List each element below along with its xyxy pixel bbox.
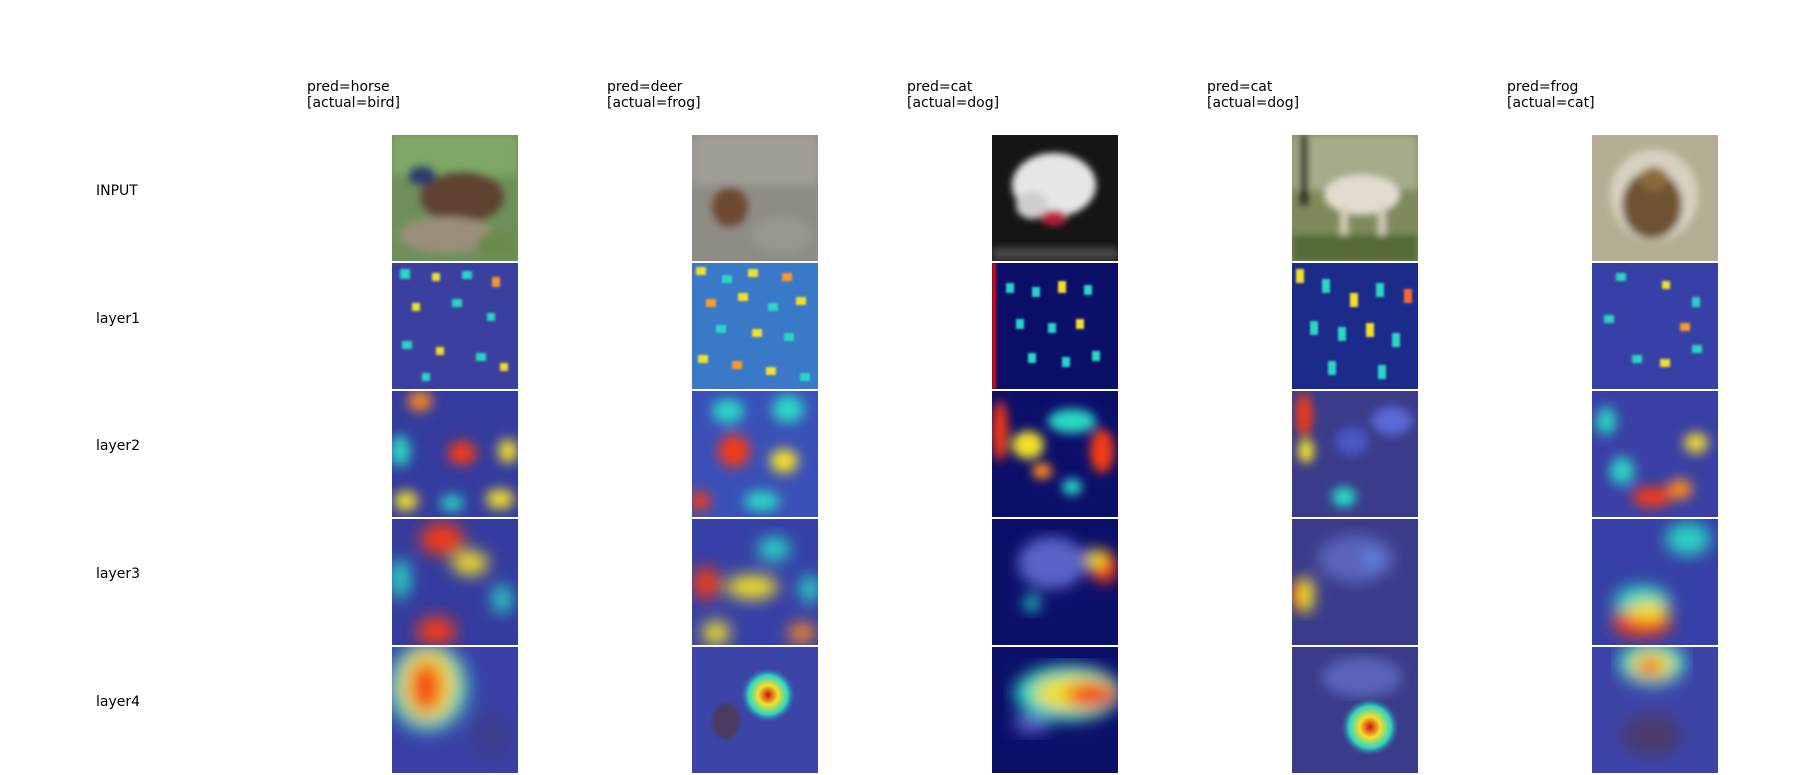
column-pred: pred=cat: [907, 79, 973, 95]
column-title-4: pred=cat [actual=dog]: [1207, 79, 1299, 111]
row-label-layer2: layer2: [96, 438, 141, 454]
heatmap-layer2-col4: [1292, 391, 1418, 517]
heatmap-layer4-col1: [392, 647, 518, 773]
input-image-cat: [1592, 135, 1718, 261]
heatmap-layer3-col2: [692, 519, 818, 645]
heatmap-layer1-col3: [992, 263, 1118, 389]
input-image-dog-white: [992, 135, 1118, 261]
heatmap-layer1-col2: [692, 263, 818, 389]
heatmap-layer3-col4: [1292, 519, 1418, 645]
heatmap-layer4-col4: [1292, 647, 1418, 773]
column-title-3: pred=cat [actual=dog]: [907, 79, 999, 111]
heatmap-layer1-col1: [392, 263, 518, 389]
heatmap-layer3-col5: [1592, 519, 1718, 645]
input-image-dog-outdoor: [1292, 135, 1418, 261]
column-pred: pred=cat: [1207, 79, 1273, 95]
heatmap-layer1-col4: [1292, 263, 1418, 389]
column-actual: [actual=frog]: [607, 95, 701, 111]
heatmap-layer2-col3: [992, 391, 1118, 517]
heatmap-layer2-col2: [692, 391, 818, 517]
heatmap-layer1-col5: [1592, 263, 1718, 389]
heatmap-layer2-col5: [1592, 391, 1718, 517]
column-pred: pred=deer: [607, 79, 683, 95]
row-label-layer1: layer1: [96, 311, 141, 327]
column-title-1: pred=horse [actual=bird]: [307, 79, 400, 111]
column-pred: pred=frog: [1507, 79, 1579, 95]
heatmap-layer2-col1: [392, 391, 518, 517]
column-title-5: pred=frog [actual=cat]: [1507, 79, 1595, 111]
input-image-bird: [392, 135, 518, 261]
column-actual: [actual=dog]: [1207, 95, 1300, 111]
input-image-frog: [692, 135, 818, 261]
heatmap-layer4-col3: [992, 647, 1118, 773]
column-actual: [actual=bird]: [307, 95, 400, 111]
heatmap-layer4-col2: [692, 647, 818, 773]
heatmap-layer3-col3: [992, 519, 1118, 645]
heatmap-layer3-col1: [392, 519, 518, 645]
column-actual: [actual=cat]: [1507, 95, 1595, 111]
row-label-input: INPUT: [96, 183, 138, 199]
row-label-layer3: layer3: [96, 566, 141, 582]
column-title-2: pred=deer [actual=frog]: [607, 79, 701, 111]
row-label-layer4: layer4: [96, 694, 141, 710]
column-pred: pred=horse: [307, 79, 390, 95]
heatmap-layer4-col5: [1592, 647, 1718, 773]
column-actual: [actual=dog]: [907, 95, 1000, 111]
